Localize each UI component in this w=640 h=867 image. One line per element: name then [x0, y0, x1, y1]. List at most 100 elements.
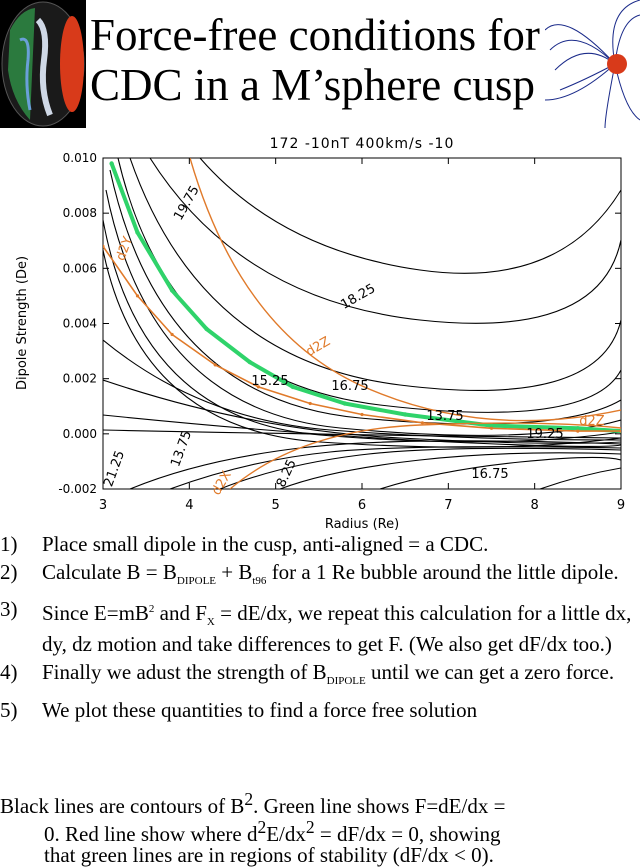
y-tick-label: -0.002 [58, 482, 97, 496]
summary-part: 0. Red line show where d [44, 822, 258, 846]
step-number: 5) [0, 697, 18, 722]
x-tick-label: 8 [531, 498, 539, 513]
step-2: 2) Calculate B = BDIPOLE + Bt96 for a 1 … [0, 561, 640, 592]
data-point [256, 385, 260, 389]
chart-title: 172 -10nT 400km/s -10 [270, 136, 455, 152]
contour-label: 16.75 [331, 379, 368, 394]
subscript: t96 [252, 575, 267, 588]
step-number: 4) [0, 660, 18, 685]
y-tick-label: 0.006 [63, 261, 97, 275]
superscript: 2 [148, 603, 155, 616]
data-point [403, 412, 408, 417]
step-5: 5) We plot these quantities to find a fo… [0, 699, 640, 721]
contour-label: 19.75 [171, 183, 203, 223]
left-logo-image [0, 0, 86, 128]
subscript: X [206, 616, 215, 629]
force-free-chart: 172 -10nT 400km/s -10 3 4 5 6 7 8 9 -0.002 0.000… [15, 136, 625, 530]
step-text: Finally we adust the strength of B [42, 660, 327, 685]
data-point [489, 423, 494, 428]
step-number: 2) [0, 560, 18, 584]
contour-label: 16.75 [471, 467, 508, 482]
step-text: Calculate B = B [42, 560, 177, 584]
step-4: 4) Finally we adust the strength of BDIP… [0, 661, 640, 692]
data-point [290, 384, 296, 390]
summary-line-1: Black lines are contours of B2. Green li… [0, 789, 632, 817]
data-point [342, 401, 347, 406]
contour-labels: 19.75 18.25 16.75 15.25 13.75 19.25 16.75 21.25… [101, 183, 605, 498]
contour-label: 21.25 [101, 449, 128, 489]
step-text: + B [216, 560, 253, 584]
summary-part: Black lines are contours of B [0, 794, 245, 818]
contour-line [129, 440, 621, 489]
summary-line-3: that green lines are in regions of stabi… [0, 845, 632, 866]
y-tick-label: 0.002 [63, 372, 97, 386]
data-point [420, 421, 424, 425]
contour-label: 13.75 [426, 409, 463, 424]
contour-line [379, 456, 621, 489]
subscript: DIPOLE [326, 675, 366, 688]
contour-line [199, 158, 621, 274]
series-layer [103, 158, 621, 489]
x-tick-label: 7 [444, 498, 452, 513]
step-1: 1) Place small dipole in the cusp, anti-… [0, 533, 640, 555]
step-3: 3) Since E=mB2 and FX = dE/dx, we repeat… [0, 598, 640, 655]
data-point [489, 426, 494, 430]
data-point [109, 161, 114, 166]
data-point [247, 359, 252, 365]
superscript: 2 [257, 817, 267, 837]
y-axis-label: Dipole Strength (De) [15, 256, 30, 390]
data-point [170, 332, 174, 337]
y-tick-label: 0.000 [63, 427, 97, 441]
contour-line [103, 339, 621, 441]
contour-lines [103, 158, 621, 489]
contour-line [129, 158, 621, 391]
contour-line [103, 249, 621, 448]
x-tick-label: 5 [272, 498, 280, 513]
contour-label: d2Z [303, 334, 333, 360]
contour-line [539, 467, 621, 489]
data-point [135, 230, 140, 235]
contour-line [105, 189, 621, 436]
y-tick-label: 0.004 [63, 317, 97, 331]
contour-label: 8.25 [274, 457, 300, 490]
orange-curve [189, 158, 621, 422]
data-point [204, 326, 209, 332]
step-number: 3) [0, 597, 18, 622]
x-tick-label: 9 [617, 498, 625, 513]
contour-label: 18.25 [338, 281, 378, 313]
orange-curve [229, 422, 621, 489]
contour-label: d2Z [579, 414, 605, 429]
step-text: Place small dipole in the cusp, anti-ali… [42, 532, 489, 556]
step-text: = dE/dx, we repeat this calculation for … [42, 601, 632, 657]
summary-part: that green lines are in regions of stabi… [44, 843, 494, 867]
y-tick-label: 0.010 [63, 151, 97, 165]
data-point [575, 426, 580, 431]
contour-label: 19.25 [526, 427, 563, 442]
data-point [360, 412, 364, 417]
data-point [135, 294, 140, 298]
x-tick-label: 4 [185, 498, 193, 513]
axis-ticks: 3 4 5 6 7 8 9 -0.002 0.000 0.002 0.004 0.006 0.008 0.… [58, 151, 625, 513]
contour-line [149, 158, 621, 324]
contour-label: 13.75 [168, 429, 195, 469]
superscript: 2 [244, 789, 254, 809]
step-text: until we can get a zero force. [365, 660, 615, 685]
x-tick-label: 6 [358, 498, 366, 513]
data-point [308, 401, 312, 406]
superscript: 2 [305, 817, 315, 837]
data-point [169, 288, 175, 293]
step-text: We plot these quantities to find a force… [42, 697, 478, 722]
step-text: and F [154, 601, 207, 626]
summary-line-2: 0. Red line show where d2E/dx2 = dF/dx =… [0, 817, 632, 845]
contour-line [219, 447, 621, 489]
data-point [213, 363, 217, 367]
summary-part: E/dx [266, 822, 306, 846]
summary-text: Black lines are contours of B2. Green li… [0, 789, 632, 866]
right-logo-image [545, 0, 640, 128]
step-text: Since E=mB [42, 601, 149, 626]
contour-line [279, 452, 621, 489]
x-axis-label: Radius (Re) [325, 517, 399, 530]
contour-line [169, 446, 621, 489]
y-tick-label: 0.008 [63, 206, 97, 220]
summary-part: = dF/dx = 0, showing [314, 822, 501, 846]
